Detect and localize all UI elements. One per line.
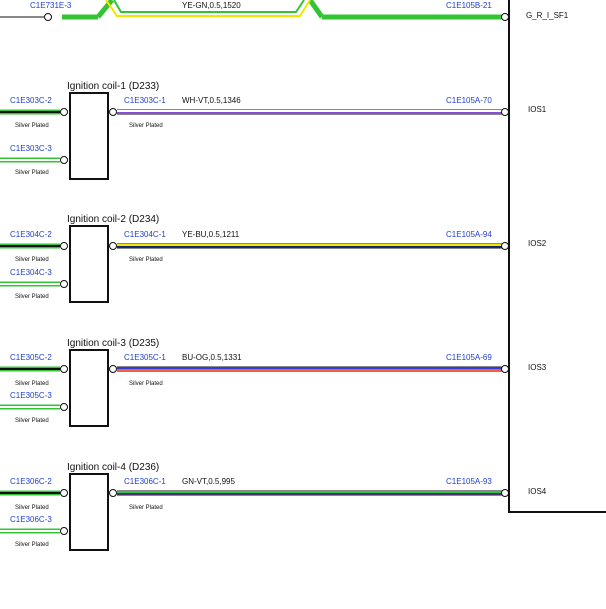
coil-pin2-terminal (60, 489, 68, 497)
coil-body (69, 92, 109, 180)
ignition-coil-2-group: Ignition coil-2 (D234) C1E304C-2 Silver … (0, 214, 547, 303)
ecu-terminal (501, 365, 509, 373)
top-left-terminal (44, 13, 52, 21)
coil-pin3-terminal (60, 527, 68, 535)
top-right-terminal (501, 13, 509, 21)
coil-pin2-label: C1E303C-2 (10, 96, 52, 105)
signal-wire-spec-label: BU-OG,0.5,1331 (182, 353, 242, 362)
coil-pin3-label: C1E303C-3 (10, 144, 52, 153)
coil-pin3-label: C1E304C-3 (10, 268, 52, 277)
coil-pin3-plating: Silver Plated (15, 418, 49, 424)
ecu-pin-label: IOS1 (528, 105, 547, 114)
coil-pin3-terminal (60, 280, 68, 288)
coil-pin2-terminal (60, 108, 68, 116)
coil-pin2-label: C1E304C-2 (10, 230, 52, 239)
coil-output-connector-label: C1E303C-1 (124, 96, 166, 105)
coil-title: Ignition coil-2 (D234) (67, 214, 159, 225)
coil-body (69, 225, 109, 303)
coil-body (69, 349, 109, 427)
top-ecu-pin-label: G_R_I_SF1 (526, 11, 569, 20)
top-green-splice-inner-b (113, 0, 305, 13)
ecu-connector-label: C1E105A-94 (446, 230, 492, 239)
ecu-connector-label: C1E105A-69 (446, 353, 492, 362)
ecu-pin-label: IOS4 (528, 487, 547, 496)
coil-output-connector-label: C1E306C-1 (124, 477, 166, 486)
coil-pin2-label: C1E305C-2 (10, 353, 52, 362)
coil-output-connector-label: C1E305C-1 (124, 353, 166, 362)
coil-pin3-plating: Silver Plated (15, 170, 49, 176)
coil-pin3-label: C1E305C-3 (10, 391, 52, 400)
top-right-connector-label: C1E105B-21 (446, 1, 492, 10)
ecu-connector-label: C1E105A-93 (446, 477, 492, 486)
coil-title: Ignition coil-3 (D235) (67, 338, 159, 349)
coil-title: Ignition coil-1 (D233) (67, 81, 159, 92)
ecu-terminal (501, 489, 509, 497)
coil-pin2-label: C1E306C-2 (10, 477, 52, 486)
coil-pin3-plating: Silver Plated (15, 294, 49, 300)
coil-output-terminal (109, 365, 117, 373)
coil-pin3-label: C1E306C-3 (10, 515, 52, 524)
ecu-terminal (501, 242, 509, 250)
coil-pin2-plating: Silver Plated (15, 381, 49, 387)
coil-pin3-plating: Silver Plated (15, 542, 49, 548)
coil-output-connector-label: C1E304C-1 (124, 230, 166, 239)
coil-output-terminal (109, 108, 117, 116)
coil-pin2-terminal (60, 365, 68, 373)
coil-output-plating: Silver Plated (129, 505, 163, 511)
signal-wire-spec-label: WH-VT,0.5,1346 (182, 96, 241, 105)
top-wire-spec-label: YE-GN,0.5,1520 (182, 1, 241, 10)
ecu-terminal (501, 108, 509, 116)
coil-output-terminal (109, 242, 117, 250)
coil-output-plating: Silver Plated (129, 381, 163, 387)
top-green-splice-inner (105, 0, 311, 17)
coil-output-plating: Silver Plated (129, 123, 163, 129)
coil-output-plating: Silver Plated (129, 257, 163, 263)
top-wire-group: C1E731E-3 YE-GN,0.5,1520 C1E105B-21 G_R_… (0, 0, 569, 21)
coil-pin2-plating: Silver Plated (15, 257, 49, 263)
ecu-pin-label: IOS3 (528, 363, 547, 372)
coil-body (69, 473, 109, 551)
coil-pin3-terminal (60, 156, 68, 164)
coil-pin2-plating: Silver Plated (15, 505, 49, 511)
ecu-pin-label: IOS2 (528, 239, 547, 248)
coil-title: Ignition coil-4 (D236) (67, 462, 159, 473)
signal-wire-spec-label: GN-VT,0.5,995 (182, 477, 235, 486)
coil-pin2-terminal (60, 242, 68, 250)
ecu-module-outline (508, 0, 606, 513)
top-green-splice-outer (96, 0, 325, 19)
ecu-connector-label: C1E105A-70 (446, 96, 492, 105)
ignition-coil-1-group: Ignition coil-1 (D233) C1E303C-2 Silver … (0, 81, 547, 180)
coil-pin2-plating: Silver Plated (15, 123, 49, 129)
ignition-coil-3-group: Ignition coil-3 (D235) C1E305C-2 Silver … (0, 338, 547, 427)
coil-output-terminal (109, 489, 117, 497)
signal-wire-spec-label: YE-BU,0.5,1211 (182, 230, 240, 239)
coil-pin3-terminal (60, 403, 68, 411)
top-left-connector-label: C1E731E-3 (30, 1, 72, 10)
ignition-coil-4-group: Ignition coil-4 (D236) C1E306C-2 Silver … (0, 462, 547, 551)
